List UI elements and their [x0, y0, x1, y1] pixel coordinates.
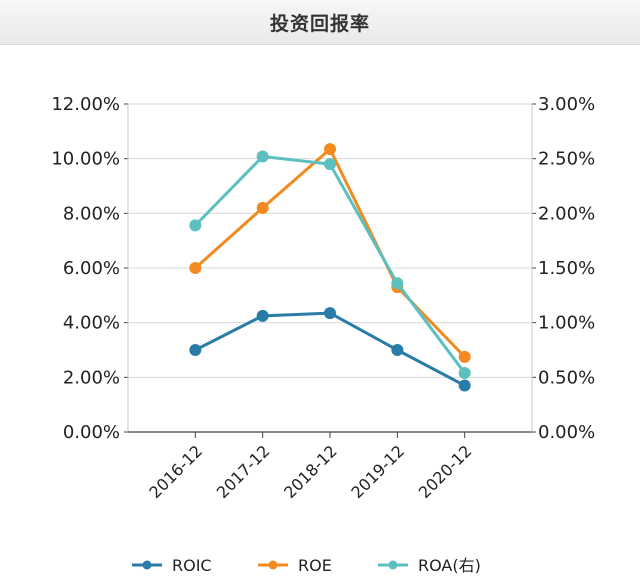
data-point	[256, 201, 269, 214]
x-tick-label: 2017-12	[213, 441, 274, 502]
data-point	[256, 150, 269, 163]
data-point	[391, 344, 404, 356]
series-line	[194, 154, 466, 374]
left-tick-label: 0.00%	[63, 422, 120, 443]
data-point	[256, 309, 269, 322]
right-tick-label: 2.50%	[538, 149, 595, 170]
gridlines	[128, 103, 532, 378]
right-tick-label: 1.50%	[538, 258, 595, 279]
left-tick-label: 10.00%	[51, 149, 120, 170]
right-tick-label: 0.00%	[538, 422, 595, 443]
right-tick-label: 0.50%	[538, 367, 595, 388]
legend-marker	[142, 560, 152, 570]
data-point	[324, 143, 336, 156]
data-point	[458, 366, 471, 379]
right-tick-label: 3.00%	[538, 94, 595, 115]
right-tick-label: 1.00%	[538, 313, 595, 334]
right-tick-label: 2.00%	[538, 203, 595, 224]
legend-label: ROA(右)	[418, 556, 481, 575]
data-point	[189, 344, 202, 356]
x-tick-label: 2016-12	[145, 441, 206, 502]
left-tick-label: 2.00%	[63, 367, 120, 388]
data-point	[458, 350, 471, 363]
legend-label: ROIC	[172, 556, 212, 575]
data-point	[324, 307, 336, 320]
data-point	[189, 262, 202, 274]
left-tick-label: 12.00%	[51, 94, 120, 115]
data-point	[391, 277, 404, 290]
series-line	[194, 311, 466, 387]
data-point	[189, 219, 202, 232]
legend-marker	[268, 560, 278, 570]
x-tick-label: 2018-12	[280, 441, 341, 502]
data-point	[458, 379, 471, 392]
left-tick-label: 6.00%	[63, 258, 120, 279]
chart-title: 投资回报率	[269, 12, 370, 35]
left-tick-label: 4.00%	[63, 313, 120, 334]
series-lines	[189, 143, 471, 392]
x-tick-label: 2020-12	[415, 441, 476, 502]
series-line	[194, 147, 466, 358]
data-point	[324, 158, 336, 171]
chart-header: 投资回报率	[0, 0, 640, 45]
legend: ROIC ROE ROA(右)	[132, 556, 481, 575]
legend-label: ROE	[298, 556, 332, 575]
left-tick-label: 8.00%	[63, 203, 120, 224]
x-tick-label: 2019-12	[347, 441, 408, 502]
legend-marker	[388, 560, 398, 570]
